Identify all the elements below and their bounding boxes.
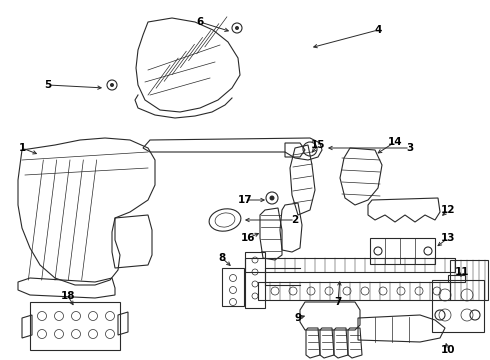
Text: 16: 16 — [241, 233, 255, 243]
Text: 18: 18 — [61, 291, 75, 301]
Text: 7: 7 — [334, 297, 342, 307]
Text: 14: 14 — [388, 137, 402, 147]
Bar — [222, 268, 244, 306]
Text: 12: 12 — [441, 205, 455, 215]
Text: 4: 4 — [374, 25, 382, 35]
Text: 9: 9 — [294, 313, 301, 323]
Text: 17: 17 — [238, 195, 252, 205]
Bar — [370, 238, 435, 264]
Circle shape — [110, 83, 114, 87]
Text: 6: 6 — [196, 17, 204, 27]
Bar — [432, 280, 484, 332]
Text: 1: 1 — [19, 143, 25, 153]
Text: 5: 5 — [45, 80, 51, 90]
Text: 11: 11 — [455, 267, 469, 277]
Text: 8: 8 — [219, 253, 225, 263]
Text: 15: 15 — [311, 140, 325, 150]
Text: 13: 13 — [441, 233, 455, 243]
Circle shape — [270, 195, 274, 201]
Circle shape — [235, 26, 239, 30]
Text: 10: 10 — [441, 345, 455, 355]
Text: 3: 3 — [406, 143, 414, 153]
Text: 2: 2 — [292, 215, 298, 225]
Bar — [30, 302, 120, 350]
